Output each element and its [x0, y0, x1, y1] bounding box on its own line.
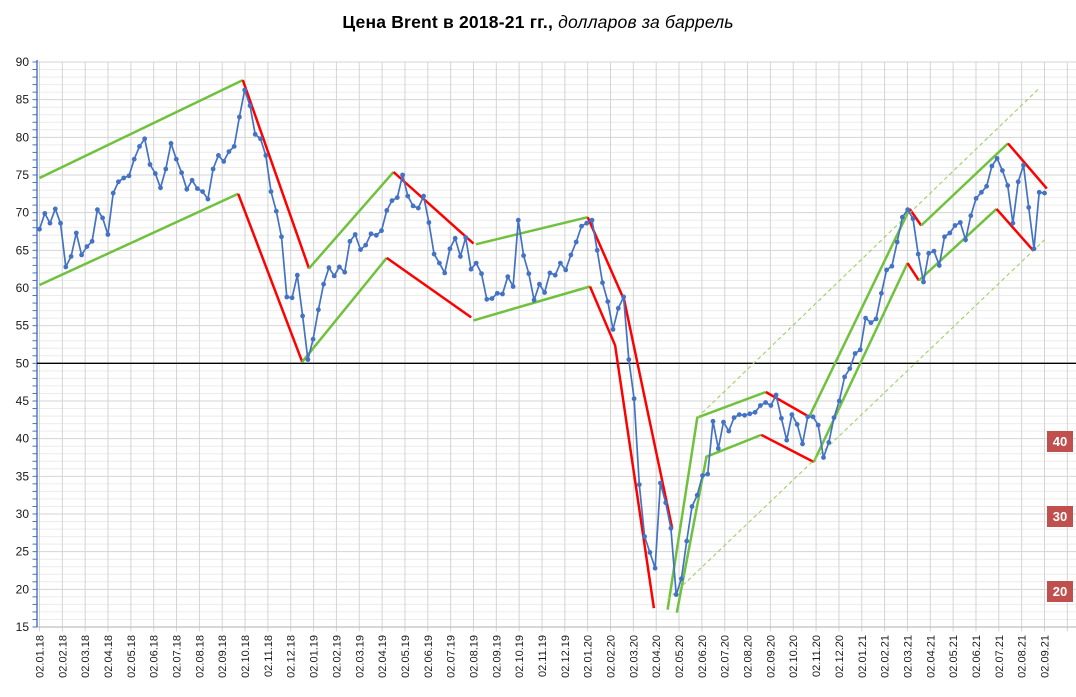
x-tick-label: 02.05.21: [948, 635, 960, 678]
x-tick-label: 02.04.21: [925, 635, 937, 678]
y-tick-label: 70: [16, 206, 30, 220]
y-tick-label: 90: [16, 55, 30, 69]
gridlines-major: [37, 61, 1076, 628]
trend-segment-down: [392, 171, 475, 245]
y-tick-label: 75: [16, 168, 30, 182]
y-tick-label: 15: [16, 620, 30, 634]
x-tick-label: 02.01.21: [857, 635, 869, 678]
y-tick-label: 45: [16, 394, 30, 408]
x-tick-label: 02.04.20: [651, 635, 663, 678]
trend-segment-up: [38, 78, 244, 180]
x-tick-label: 02.12.18: [286, 635, 298, 678]
x-tick-label: 02.09.20: [765, 635, 777, 678]
x-tick-label: 02.12.19: [560, 635, 572, 678]
x-tick-label: 02.08.19: [468, 635, 480, 678]
x-tick-label: 02.08.21: [1017, 635, 1029, 678]
x-tick-label: 02.11.19: [537, 635, 549, 677]
x-tick-label: 02.09.19: [491, 635, 503, 678]
x-tick-label: 02.11.18: [263, 635, 275, 677]
trend-segment-down: [760, 433, 815, 464]
trend-segment-up: [308, 171, 395, 270]
trend-segment-down: [906, 262, 920, 282]
x-tick-label: 02.04.19: [377, 635, 389, 678]
x-tick-label: 02.04.18: [103, 635, 115, 678]
chart-title-main: Цена Brent в 2018-21 гг.,: [342, 12, 554, 32]
y-tick-label: 80: [16, 130, 30, 144]
x-tick-label: 02.07.20: [720, 635, 732, 678]
y-tick-label: 40: [16, 432, 30, 446]
y-axis-labels: 90 85 80 75 70 65 60 55 50 45 40 35 30 25 20 15: [16, 55, 30, 634]
x-tick-label: 02.09.21: [1039, 635, 1051, 678]
trend-segment-down: [237, 193, 304, 363]
trend-segment-up: [920, 142, 1009, 227]
trend-segment-up: [473, 285, 591, 322]
x-tick-label: 02.02.19: [331, 635, 343, 678]
x-tick-label: 02.06.19: [423, 635, 435, 678]
chart-title: Цена Brent в 2018-21 гг., долларов за ба…: [0, 12, 1076, 33]
gridlines-minor: [37, 69, 1076, 620]
x-axis-labels: 02.01.18 02.02.18 02.03.18 02.04.18 02.05.18…: [35, 635, 1052, 678]
y-tick-label: 35: [16, 469, 30, 483]
x-tick-label: 02.10.20: [788, 635, 800, 678]
x-tick-label: 02.10.18: [240, 635, 252, 678]
x-tick-label: 02.05.19: [400, 635, 412, 678]
x-tick-label: 02.03.21: [902, 635, 914, 678]
x-tick-label: 02.07.18: [172, 635, 184, 678]
trend-segment-down: [588, 286, 656, 609]
x-tick-label: 02.03.19: [354, 635, 366, 678]
trend-segment-down: [995, 208, 1035, 252]
x-tick-label: 02.02.20: [606, 635, 618, 678]
x-tick-label: 02.01.20: [583, 635, 595, 678]
x-tick-label: 02.11.20: [811, 635, 823, 677]
y-tick-label: 20: [16, 582, 30, 596]
x-tick-label: 02.06.21: [971, 635, 983, 678]
y-tick-label: 30: [16, 507, 30, 521]
price-series-markers: [37, 87, 1047, 597]
price-level-badge: 20: [1047, 581, 1073, 603]
x-tick-label: 02.03.18: [80, 635, 92, 678]
y-tick-label: 85: [16, 93, 30, 107]
y-axis-ticks: [32, 61, 37, 628]
price-level-badge: 40: [1047, 430, 1073, 452]
x-tick-label: 02.07.21: [994, 635, 1006, 678]
x-tick-label: 02.08.20: [743, 635, 755, 678]
trend-segment-up: [812, 262, 909, 463]
x-tick-label: 02.02.18: [57, 635, 69, 678]
y-tick-label: 25: [16, 545, 30, 559]
x-tick-label: 02.01.18: [35, 635, 47, 678]
gridlines-vertical: [39, 62, 1068, 632]
trend-segment-up: [38, 192, 239, 287]
y-tick-label: 60: [16, 281, 30, 295]
trend-segment-up: [301, 257, 388, 363]
trend-segment-up: [808, 208, 911, 418]
trend-segment-projection: [696, 87, 1041, 418]
price-level-badge: 30: [1047, 505, 1073, 527]
y-tick-label: 50: [16, 356, 30, 370]
trend-segment-down: [241, 79, 311, 269]
x-tick-label: 02.10.19: [514, 635, 526, 678]
x-tick-label: 02.03.20: [628, 635, 640, 678]
x-tick-label: 02.02.21: [880, 635, 892, 678]
x-tick-label: 02.01.19: [309, 635, 321, 678]
trend-segment-projection: [667, 239, 1045, 601]
x-tick-label: 02.07.19: [446, 635, 458, 678]
x-tick-label: 02.08.18: [194, 635, 206, 678]
trend-segment-up: [675, 433, 762, 613]
y-tick-label: 55: [16, 319, 30, 333]
y-tick-label: 65: [16, 243, 30, 257]
trend-segment-down: [765, 390, 810, 418]
x-tick-label: 02.09.18: [217, 635, 229, 678]
x-tick-label: 02.06.20: [697, 635, 709, 678]
trend-segment-down: [1007, 142, 1048, 190]
x-tick-label: 02.05.18: [126, 635, 138, 678]
chart-title-subtitle: долларов за баррель: [553, 12, 734, 32]
trend-segment-up: [918, 207, 998, 282]
trend-segment-down: [385, 256, 472, 319]
x-tick-label: 02.05.20: [674, 635, 686, 678]
x-tick-label: 02.06.18: [149, 635, 161, 678]
x-tick-label: 02.12.20: [834, 635, 846, 678]
trend-segment-up: [475, 215, 588, 246]
